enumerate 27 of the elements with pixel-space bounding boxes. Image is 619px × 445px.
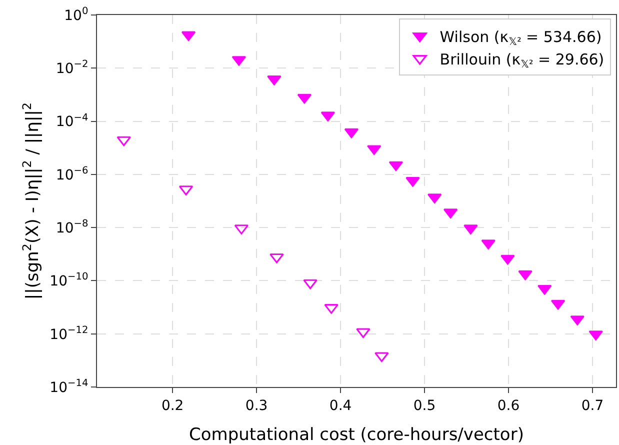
y-tick-label: 10$^{−4}$ xyxy=(56,112,88,130)
y-tick-label: 10$^{−8}$ xyxy=(56,218,88,236)
point xyxy=(181,31,196,42)
x-tick-label: 0.2 xyxy=(161,398,184,414)
y-tick-label: 10$^{−10}$ xyxy=(50,272,88,290)
point xyxy=(500,254,515,265)
point xyxy=(550,300,566,310)
x-tick-label: 0.3 xyxy=(245,398,268,414)
point xyxy=(303,279,318,290)
x-tick-label: 0.4 xyxy=(329,398,352,414)
legend-label: Brillouin (κ$_{𝕏²}$ = 29.66) xyxy=(440,50,604,70)
y-tick-label: 10$^{−14}$ xyxy=(50,378,88,396)
point xyxy=(388,161,404,172)
y-tick-label: 10$^{−2}$ xyxy=(56,59,88,78)
legend-label: Wilson (κ$_{𝕏²}$ = 534.66) xyxy=(440,28,602,48)
point xyxy=(538,284,552,295)
x-axis-title: Computational cost (core-hours/vector) xyxy=(189,425,524,445)
y-tick-label: 10$^{−6}$ xyxy=(56,165,88,184)
point xyxy=(344,128,359,138)
x-tick-label: 0.7 xyxy=(581,398,604,414)
y-tick-label: 10$^{−12}$ xyxy=(50,324,88,343)
x-tick-label: 0.5 xyxy=(413,398,436,414)
point xyxy=(116,136,131,146)
x-tick-label: 0.6 xyxy=(497,398,520,414)
point xyxy=(297,94,312,104)
y-tick-label: 10$^{0}$ xyxy=(64,6,88,24)
point xyxy=(518,270,532,280)
